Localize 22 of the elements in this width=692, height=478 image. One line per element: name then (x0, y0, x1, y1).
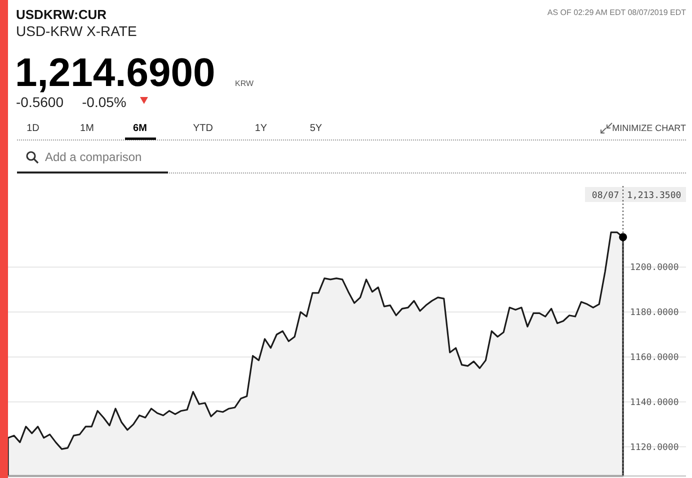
text: -0.5600 (16, 94, 64, 110)
text: -0.05% (82, 94, 126, 110)
text: 1,214.6900 (15, 51, 216, 95)
y-tick-label: 1120.0000 (630, 442, 679, 453)
chart-title: USDKRW:CUR (16, 7, 108, 22)
text: YTD (193, 123, 213, 134)
text: Add a comparison (45, 150, 142, 164)
text: 6M (133, 123, 147, 134)
text: 1Y (254, 123, 268, 134)
text: AS OF 02:29 AM EDT 08/07/2019 EDT (547, 8, 686, 17)
text: MINIMIZE CHART (612, 123, 686, 133)
text: KRW (235, 79, 254, 88)
y-tick-label: 1200.0000 (630, 263, 679, 274)
y-tick-label: 1180.0000 (630, 308, 679, 318)
text: 5Y (310, 123, 322, 134)
y-tick-label: 1140.0000 (630, 398, 679, 408)
text: 1,213.3500 (627, 191, 682, 201)
y-tick-label: 1160.0000 (630, 352, 679, 363)
chart-subtitle: USD-KRW X-RATE (16, 23, 137, 39)
annotation: 08/07 (592, 191, 619, 201)
text: 1M (80, 123, 94, 134)
text: 1D (26, 123, 40, 134)
